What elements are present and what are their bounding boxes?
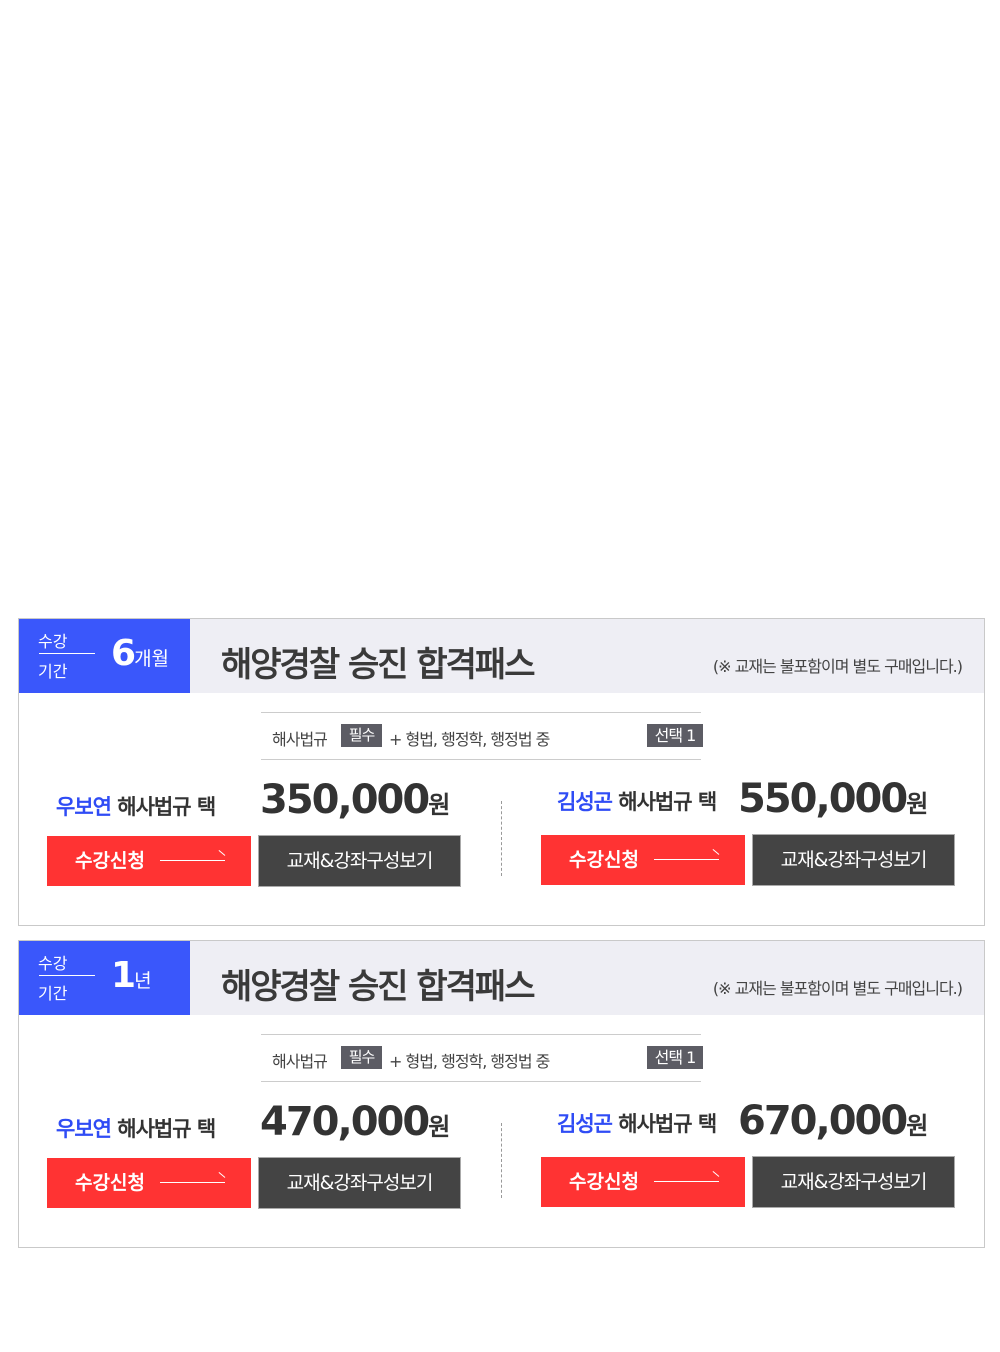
teacher-name: 우보연 (56, 795, 112, 819)
arrow-right-icon (160, 860, 225, 861)
apply-button[interactable]: 수강신청 (47, 836, 251, 886)
pass-card: 수강 기간 1년 해양경찰 승진 합격패스 (※ 교재는 불포함이며 별도 구매… (18, 940, 985, 1248)
teacher-name: 우보연 (56, 1117, 112, 1141)
price-value: 550,000 (738, 776, 908, 822)
course-composition: 해사법규 필수 + 형법, 행정학, 행정법 중 선택 1 (261, 712, 703, 760)
apply-label: 수강신청 (569, 849, 639, 871)
teacher-option-label: 우보연 해사법규 택 (56, 791, 216, 821)
arrow-right-icon (654, 859, 719, 860)
view-textbook-button[interactable]: 교재&강좌구성보기 (258, 835, 461, 887)
arrow-right-icon (654, 1181, 719, 1182)
optional-courses: + 형법, 행정학, 행정법 중 (389, 730, 550, 749)
required-badge: 필수 (341, 724, 382, 747)
period-label: 기간 (38, 984, 68, 1003)
arrow-right-icon (160, 1182, 225, 1183)
required-badge: 필수 (341, 1046, 382, 1069)
price-unit: 원 (428, 1113, 451, 1141)
period-number: 1 (111, 955, 136, 996)
subject: 해사법규 택 (611, 1112, 717, 1136)
apply-button[interactable]: 수강신청 (541, 1157, 745, 1207)
price-value: 350,000 (260, 777, 430, 823)
teacher-name: 김성곤 (557, 790, 613, 814)
price-unit: 원 (428, 791, 451, 819)
teacher-name: 김성곤 (557, 1112, 613, 1136)
pass-header: 수강 기간 6개월 해양경찰 승진 합격패스 (※ 교재는 불포함이며 별도 구… (19, 619, 984, 693)
period-value: 6개월 (111, 631, 169, 682)
apply-label: 수강신청 (569, 1171, 639, 1193)
price: 470,000원 (260, 1099, 450, 1145)
period-label: 수강 (38, 632, 68, 651)
price-value: 670,000 (738, 1098, 908, 1144)
apply-label: 수강신청 (75, 1172, 145, 1194)
divider (39, 653, 95, 654)
divider (501, 1123, 502, 1198)
period-label: 기간 (38, 662, 68, 681)
pass-card: 수강 기간 6개월 해양경찰 승진 합격패스 (※ 교재는 불포함이며 별도 구… (18, 618, 985, 926)
subject: 해사법규 택 (110, 795, 216, 819)
apply-label: 수강신청 (75, 850, 145, 872)
subject: 해사법규 택 (611, 790, 717, 814)
divider (39, 975, 95, 976)
subject: 해사법규 택 (110, 1117, 216, 1141)
view-textbook-button[interactable]: 교재&강좌구성보기 (258, 1157, 461, 1209)
course-composition: 해사법규 필수 + 형법, 행정학, 행정법 중 선택 1 (261, 1034, 703, 1082)
period-unit: 개월 (134, 648, 170, 670)
price-unit: 원 (906, 790, 929, 818)
period-number: 6 (111, 633, 136, 674)
pass-title: 해양경찰 승진 합격패스 (221, 967, 535, 1007)
pass-header: 수강 기간 1년 해양경찰 승진 합격패스 (※ 교재는 불포함이며 별도 구매… (19, 941, 984, 1015)
view-textbook-button[interactable]: 교재&강좌구성보기 (752, 834, 955, 886)
price-value: 470,000 (260, 1099, 430, 1145)
price: 350,000원 (260, 777, 450, 823)
period-box: 수강 기간 1년 (19, 941, 190, 1015)
apply-button[interactable]: 수강신청 (47, 1158, 251, 1208)
required-course: 해사법규 (272, 1052, 328, 1071)
textbook-note: (※ 교재는 불포함이며 별도 구매입니다.) (712, 979, 963, 998)
view-textbook-button[interactable]: 교재&강좌구성보기 (752, 1156, 955, 1208)
price: 550,000원 (738, 776, 928, 822)
teacher-option-label: 김성곤 해사법규 택 (557, 1108, 717, 1138)
pass-title: 해양경찰 승진 합격패스 (221, 645, 535, 685)
period-value: 1년 (111, 953, 152, 1004)
period-label: 수강 (38, 954, 68, 973)
price-unit: 원 (906, 1112, 929, 1140)
required-course: 해사법규 (272, 730, 328, 749)
textbook-note: (※ 교재는 불포함이며 별도 구매입니다.) (712, 657, 963, 676)
teacher-option-label: 김성곤 해사법규 택 (557, 786, 717, 816)
optional-badge: 선택 1 (647, 724, 703, 747)
period-box: 수강 기간 6개월 (19, 619, 190, 693)
optional-courses: + 형법, 행정학, 행정법 중 (389, 1052, 550, 1071)
period-unit: 년 (134, 970, 152, 992)
divider (501, 801, 502, 876)
apply-button[interactable]: 수강신청 (541, 835, 745, 885)
optional-badge: 선택 1 (647, 1046, 703, 1069)
teacher-option-label: 우보연 해사법규 택 (56, 1113, 216, 1143)
price: 670,000원 (738, 1098, 928, 1144)
